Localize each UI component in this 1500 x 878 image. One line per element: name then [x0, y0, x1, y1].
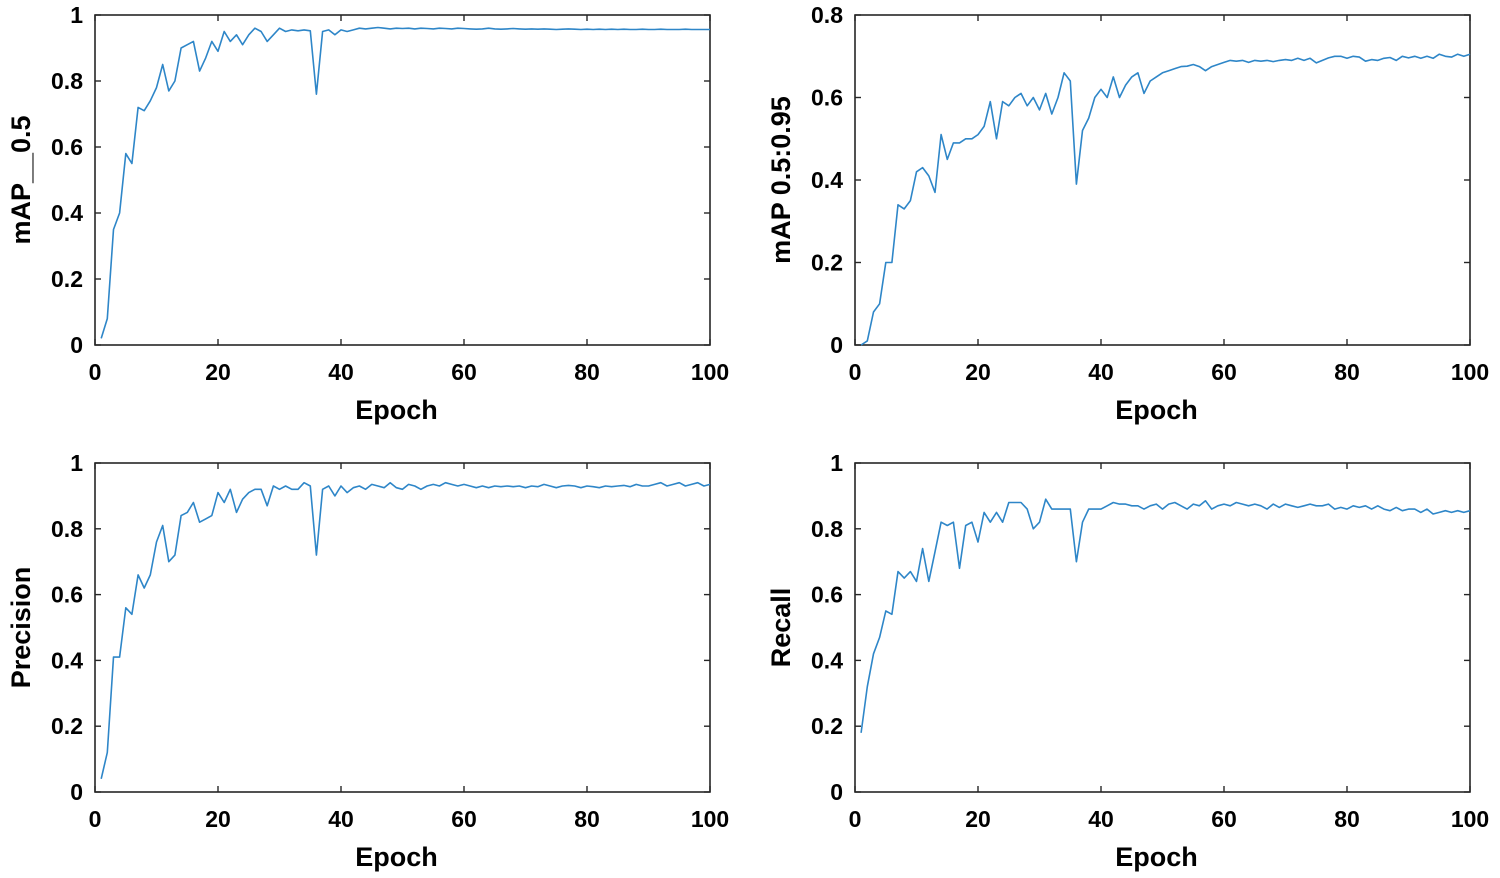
x-tick-label: 20 [205, 359, 231, 385]
y-tick-label: 0.8 [51, 68, 83, 94]
x-tick-label: 0 [89, 359, 102, 385]
y-tick-label: 0.6 [811, 582, 843, 608]
x-tick-label: 20 [205, 806, 231, 832]
y-tick-label: 0.4 [811, 167, 843, 193]
x-axis-label: Epoch [355, 395, 438, 425]
y-tick-label: 0.2 [51, 266, 83, 292]
x-tick-label: 20 [965, 359, 991, 385]
y-tick-label: 0.2 [811, 713, 843, 739]
y-tick-label: 0.2 [811, 250, 843, 276]
x-axis-label: Epoch [1115, 395, 1198, 425]
y-tick-label: 0.4 [51, 200, 83, 226]
x-tick-label: 100 [691, 806, 729, 832]
x-tick-label: 40 [1088, 806, 1114, 832]
y-tick-label: 0.8 [51, 516, 83, 542]
x-axis-label: Epoch [1115, 842, 1198, 872]
y-tick-label: 0.4 [811, 647, 843, 673]
y-tick-label: 0 [70, 779, 83, 805]
chart-recall: 0 20 40 60 80 100 0 0.2 0.4 0.6 0.8 1 Epoch Recall [766, 450, 1489, 872]
x-tick-label: 80 [574, 359, 600, 385]
series-line [860, 498, 1471, 733]
y-tick-label: 0.4 [51, 647, 83, 673]
x-tick-label: 0 [849, 806, 862, 832]
series-line [860, 53, 1471, 346]
chart-precision: 0 20 40 60 80 100 0 0.2 0.4 0.6 0.8 1 Epoch Precision [6, 450, 729, 872]
y-axis-label: Precision [6, 567, 36, 689]
y-tick-label: 0.6 [811, 85, 843, 111]
x-tick-label: 80 [1334, 359, 1360, 385]
y-tick-label: 1 [70, 2, 83, 28]
axes-box [854, 462, 1471, 793]
x-tick-label: 60 [451, 359, 477, 385]
x-tick-label: 100 [1451, 806, 1489, 832]
chart-map50-95: 0 20 40 60 80 100 0 0.2 0.4 0.6 0.8 Epoch mAP 0.5:0.… [766, 2, 1489, 425]
x-tick-label: 40 [328, 359, 354, 385]
x-tick-label: 80 [1334, 806, 1360, 832]
series-line [100, 481, 711, 779]
chart-map50: 0 20 40 60 80 100 0 0.2 0.4 0.6 0.8 1 Epoch mAP__0.5 [6, 2, 729, 425]
x-tick-label: 40 [1088, 359, 1114, 385]
y-tick-label: 0.8 [811, 2, 843, 28]
x-axis-label: Epoch [355, 842, 438, 872]
axes-box [854, 14, 1471, 346]
x-tick-label: 100 [691, 359, 729, 385]
y-tick-label: 0 [70, 332, 83, 358]
y-axis-label: mAP 0.5:0.95 [766, 96, 796, 264]
y-tick-label: 1 [830, 450, 843, 476]
x-tick-label: 40 [328, 806, 354, 832]
y-axis-label: mAP__0.5 [6, 115, 36, 244]
x-tick-label: 20 [965, 806, 991, 832]
axes-box [94, 14, 711, 346]
x-tick-label: 0 [89, 806, 102, 832]
y-tick-label: 0.8 [811, 516, 843, 542]
series-line [100, 26, 710, 339]
y-tick-label: 0.6 [51, 582, 83, 608]
y-tick-label: 0.6 [51, 134, 83, 160]
y-axis-label: Recall [766, 588, 796, 668]
x-tick-label: 60 [1211, 359, 1237, 385]
x-tick-label: 60 [451, 806, 477, 832]
x-tick-label: 60 [1211, 806, 1237, 832]
y-tick-label: 1 [70, 450, 83, 476]
y-tick-label: 0.2 [51, 713, 83, 739]
axes-box [94, 462, 711, 793]
x-tick-label: 0 [849, 359, 862, 385]
x-tick-label: 80 [574, 806, 600, 832]
x-tick-label: 100 [1451, 359, 1489, 385]
y-tick-label: 0 [830, 332, 843, 358]
y-tick-label: 0 [830, 779, 843, 805]
